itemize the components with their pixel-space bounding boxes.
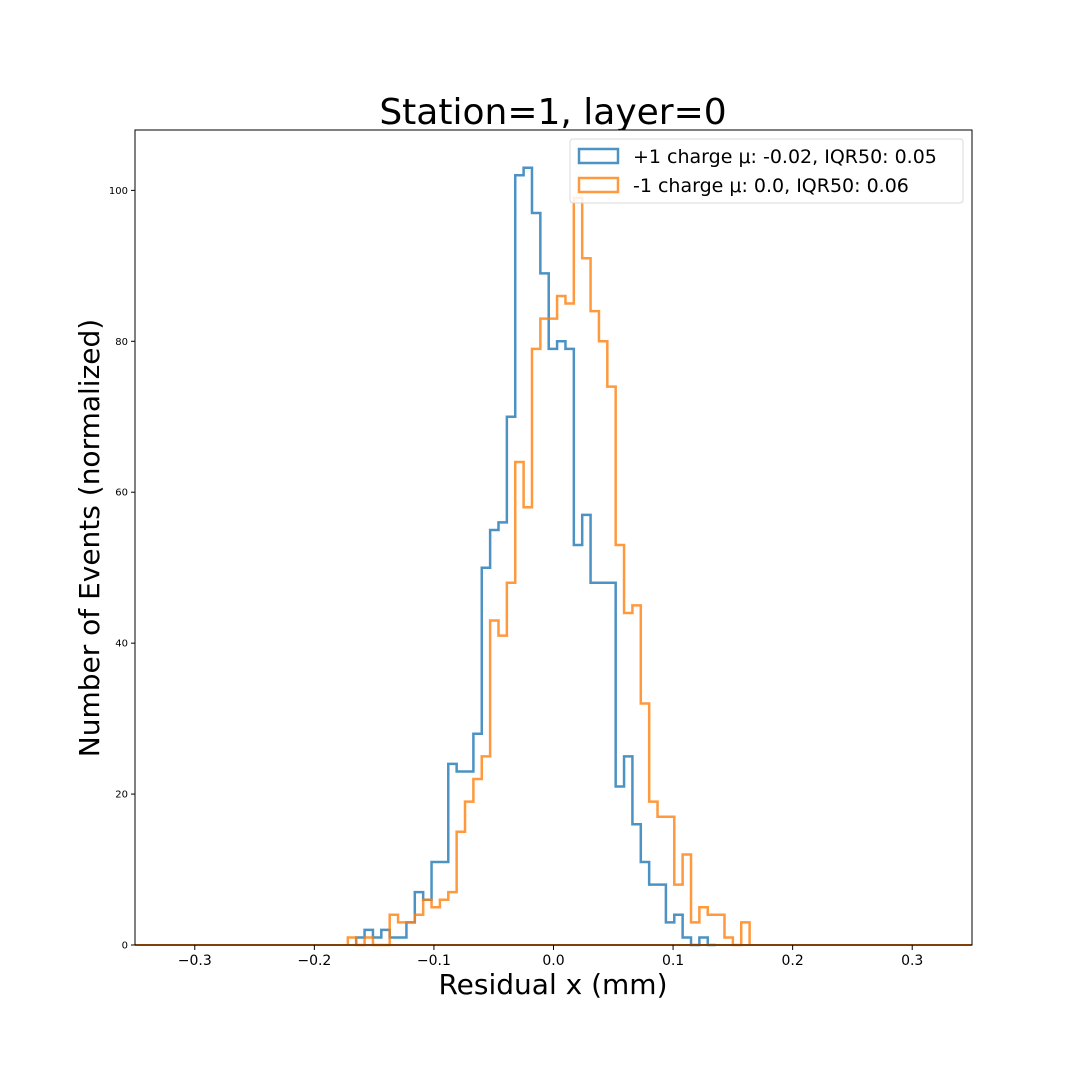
legend-label-2: -1 charge μ: 0.0, IQR50: 0.06 [633,175,909,197]
x-tick-label: −0.1 [417,953,451,969]
y-tick-label: 0 [122,941,128,952]
chart-title: Station=1, layer=0 [379,92,726,133]
x-axis: −0.3 −0.2 −0.1 0.0 0.1 0.2 0.3 [178,945,923,969]
x-axis-title: Residual x (mm) [438,968,667,1001]
y-tick-label: 20 [115,790,128,801]
y-axis-title: Number of Events (normalized) [73,319,106,757]
x-tick-label: −0.2 [297,953,331,969]
x-tick-label: 0.2 [782,953,804,969]
x-tick-label: 0.1 [662,953,684,969]
y-axis: 0 20 40 60 80 100 [109,186,135,952]
x-tick-label: 0.3 [901,953,923,969]
legend-label-1: +1 charge μ: -0.02, IQR50: 0.05 [633,146,937,168]
y-tick-label: 60 [115,488,128,499]
legend-box [569,138,964,204]
legend: +1 charge μ: -0.02, IQR50: 0.05 -1 charge… [569,138,964,204]
x-tick-label: 0.0 [542,953,564,969]
x-tick-label: −0.3 [178,953,212,969]
y-tick-label: 100 [109,186,128,197]
plot-area [135,130,972,945]
legend-swatch-2 [577,176,620,194]
y-tick-label: 40 [115,639,128,650]
series-2-step [346,196,751,947]
series-1-step [354,166,717,947]
legend-swatch-1 [577,147,620,165]
y-tick-label: 80 [115,337,128,348]
